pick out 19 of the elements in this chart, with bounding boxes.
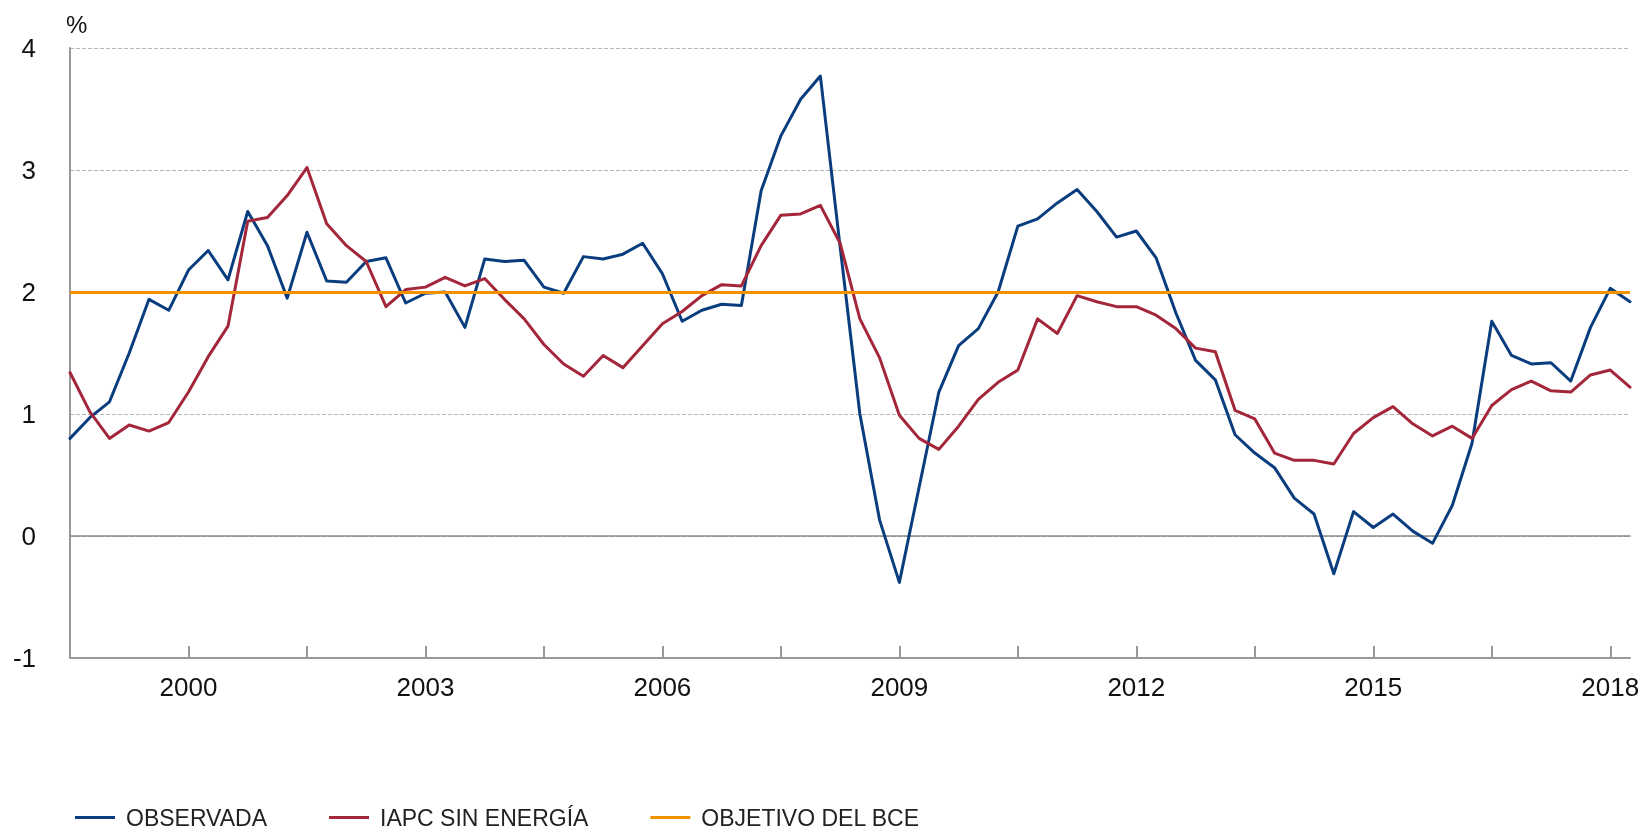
x-tick-label: 2015 [1344, 672, 1403, 702]
x-tick-label: 2009 [870, 672, 929, 702]
x-tick-label: 2006 [633, 672, 692, 702]
y-tick-label: 0 [21, 521, 36, 551]
line-series [68, 74, 1632, 584]
y-tick-label: 1 [21, 399, 36, 429]
x-tick-label: 2018 [1581, 672, 1640, 702]
x-tick-label: 2012 [1107, 672, 1166, 702]
y-tick-label: 2 [21, 277, 36, 307]
line-series [68, 166, 1632, 466]
y-tick-label: 3 [21, 155, 36, 185]
legend-label: OBSERVADA [126, 804, 268, 831]
y-axis-title: % [66, 10, 88, 38]
legend-label: IAPC SIN ENERGÍA [380, 804, 590, 831]
x-tick-label: 2000 [159, 672, 218, 702]
y-tick-label: -1 [12, 643, 36, 673]
legend-label: OBJETIVO DEL BCE [701, 804, 920, 831]
x-tick-label: 2003 [396, 672, 455, 702]
y-tick-label: 4 [21, 33, 36, 63]
